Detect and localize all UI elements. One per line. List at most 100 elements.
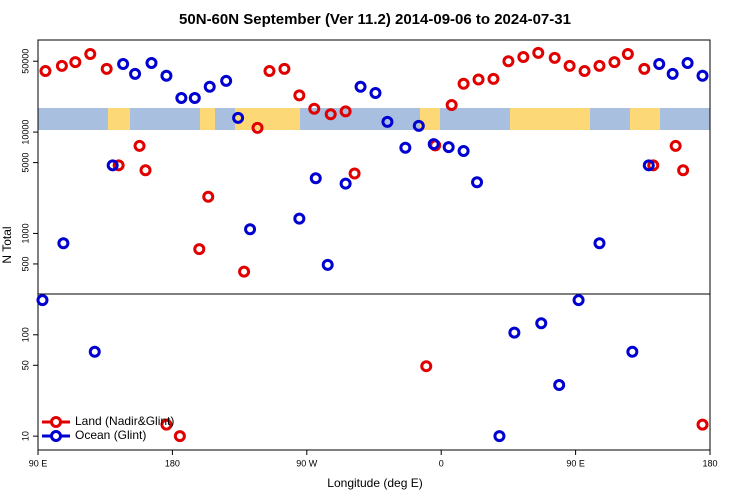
point xyxy=(339,105,352,118)
point xyxy=(412,119,425,132)
point xyxy=(457,77,470,90)
point xyxy=(669,139,682,152)
point xyxy=(145,57,158,70)
point xyxy=(427,138,440,151)
legend-label: Land (Nadir&Glint) xyxy=(75,414,174,428)
point xyxy=(572,294,585,307)
y-tick-label: 500 xyxy=(20,256,30,271)
point xyxy=(445,99,458,112)
y-tick-label: 50 xyxy=(20,360,30,370)
point xyxy=(535,317,548,330)
point xyxy=(487,72,500,85)
point xyxy=(188,91,201,104)
point xyxy=(666,67,679,80)
point xyxy=(202,190,215,203)
y-axis-label: N Total xyxy=(0,226,14,263)
point xyxy=(563,59,576,72)
point xyxy=(293,212,306,225)
y-tick-label: 10000 xyxy=(20,120,30,145)
point xyxy=(263,65,276,78)
y-tick-label: 100 xyxy=(20,327,30,342)
point xyxy=(160,69,173,82)
point xyxy=(638,62,651,75)
point xyxy=(493,430,506,443)
point xyxy=(339,177,352,190)
x-tick-label: 180 xyxy=(165,458,180,468)
point xyxy=(399,141,412,154)
point xyxy=(203,80,216,93)
point xyxy=(626,345,639,358)
point xyxy=(220,74,233,87)
point xyxy=(517,51,530,64)
point xyxy=(681,57,694,70)
point xyxy=(593,237,606,250)
point xyxy=(321,258,334,271)
point xyxy=(348,167,361,180)
point xyxy=(532,46,545,59)
point xyxy=(293,89,306,102)
point xyxy=(278,62,291,75)
point xyxy=(472,73,485,86)
y-tick-label: 1000 xyxy=(20,223,30,243)
point xyxy=(457,145,470,158)
point xyxy=(308,102,321,115)
point xyxy=(133,139,146,152)
point xyxy=(238,265,251,278)
x-tick-label: 90 W xyxy=(296,458,318,468)
plot-frame xyxy=(37,39,711,451)
point xyxy=(84,47,97,60)
point xyxy=(642,159,655,172)
point xyxy=(442,141,455,154)
point xyxy=(502,55,515,68)
point xyxy=(57,237,70,250)
point xyxy=(106,159,119,172)
point xyxy=(193,243,206,256)
point xyxy=(381,115,394,128)
point xyxy=(160,418,173,431)
y-tick-label: 5000 xyxy=(20,153,30,173)
point xyxy=(112,159,125,172)
x-tick-label: 0 xyxy=(439,458,444,468)
x-tick-label: 180 xyxy=(702,458,717,468)
point xyxy=(175,91,188,104)
point xyxy=(69,56,82,69)
point xyxy=(696,69,709,82)
point xyxy=(647,159,660,172)
point xyxy=(309,172,322,185)
point xyxy=(117,57,130,70)
point xyxy=(621,47,634,60)
point xyxy=(39,65,52,78)
point xyxy=(88,345,101,358)
point xyxy=(508,326,521,339)
y-tick-label: 10 xyxy=(20,431,30,441)
point xyxy=(55,59,68,72)
point xyxy=(139,164,152,177)
legend-marker xyxy=(50,416,62,428)
point xyxy=(420,360,433,373)
x-axis-label: Longitude (deg E) xyxy=(327,476,422,490)
x-tick-label: 90 E xyxy=(29,458,48,468)
point xyxy=(677,164,690,177)
chart-title: 50N-60N September (Ver 11.2) 2014-09-06 … xyxy=(179,11,571,28)
point xyxy=(696,418,709,431)
point xyxy=(548,51,561,64)
x-tick-label: 90 E xyxy=(566,458,585,468)
point xyxy=(232,111,245,124)
point xyxy=(553,378,566,391)
legend-label: Ocean (Glint) xyxy=(75,428,146,442)
point xyxy=(354,80,367,93)
map-strip xyxy=(38,108,710,130)
point xyxy=(608,56,621,69)
point xyxy=(36,294,49,307)
legend-marker xyxy=(50,430,62,442)
point xyxy=(593,59,606,72)
point xyxy=(471,176,484,189)
point xyxy=(653,57,666,70)
point xyxy=(173,430,186,443)
point xyxy=(244,223,257,236)
point xyxy=(578,65,591,78)
point xyxy=(251,121,264,134)
point xyxy=(324,108,337,121)
y-tick-label: 50000 xyxy=(20,49,30,74)
